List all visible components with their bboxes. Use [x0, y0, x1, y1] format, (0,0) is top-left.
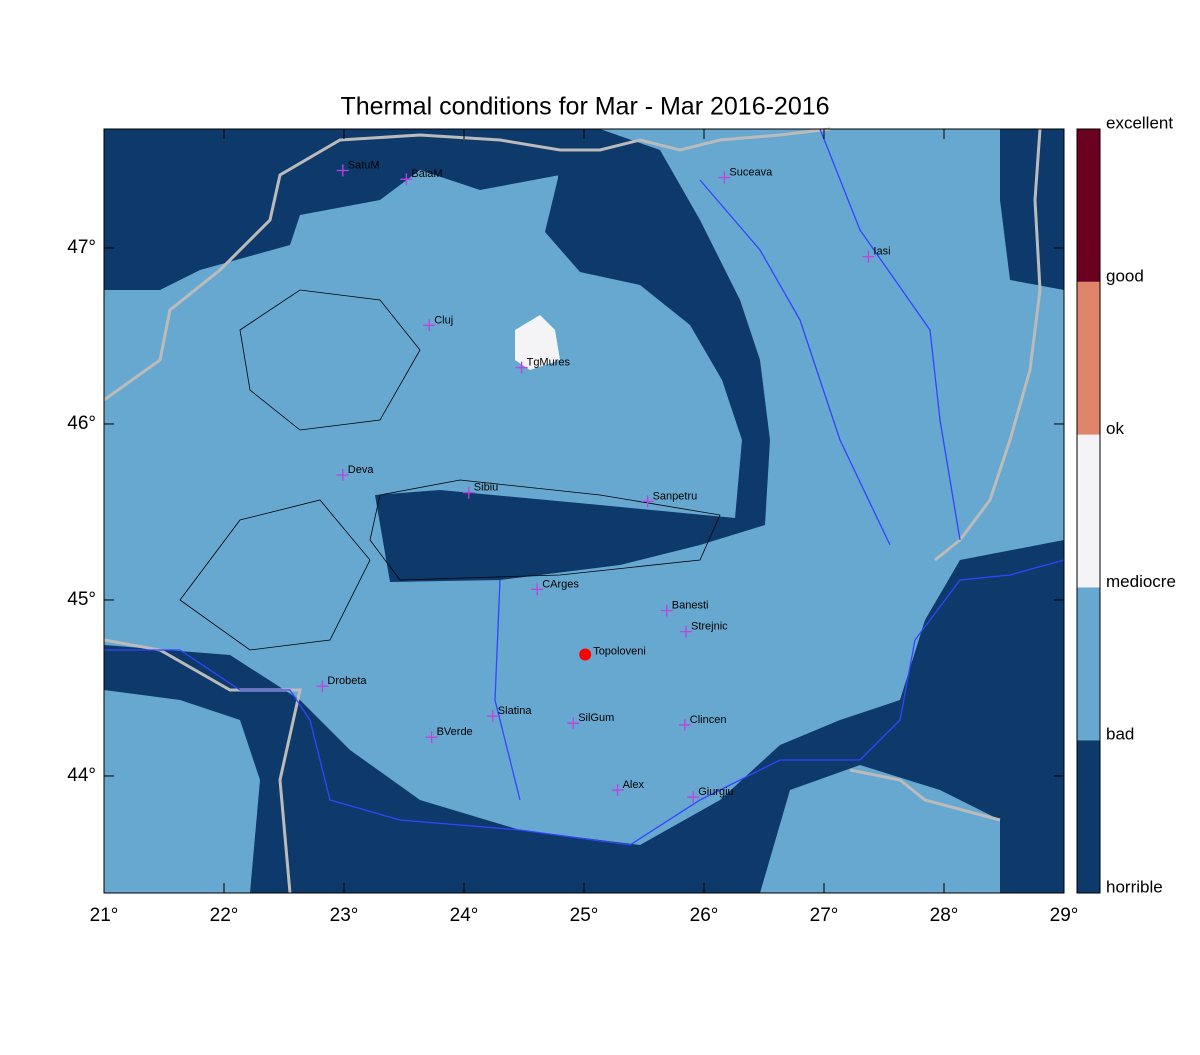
x-tick-label: 26°	[690, 905, 719, 926]
contour	[179, 289, 721, 651]
city-marker	[531, 583, 544, 596]
city-label: Sibiu	[474, 482, 498, 494]
colorbar-label: horrible	[1106, 877, 1163, 896]
map-background	[103, 127, 1065, 894]
x-tick-label: 22°	[210, 905, 239, 926]
city-marker	[687, 791, 700, 804]
city-label: Banesti	[672, 599, 709, 611]
x-tick-label: 28°	[930, 905, 959, 926]
city-marker	[423, 319, 436, 332]
x-tick-label: 24°	[450, 905, 479, 926]
cities: SatuM BaiaM Suceava Iasi Cluj TgMures Deva Sibi…	[316, 159, 891, 804]
colorbar-segment	[1077, 434, 1100, 588]
region-mediocre	[515, 315, 560, 370]
river	[104, 128, 1065, 846]
region-horrible	[104, 129, 560, 290]
city-marker	[336, 469, 349, 482]
y-tick-label: 44°	[67, 765, 96, 786]
y-tick-label: 45°	[67, 589, 96, 610]
colorbar-segment	[1077, 587, 1100, 741]
city-marker	[611, 784, 624, 797]
city-marker	[680, 625, 692, 638]
city-marker	[862, 250, 875, 263]
city-label: Sanpetru	[653, 490, 698, 502]
city-label: Clincen	[690, 714, 727, 726]
colorbar-label: ok	[1106, 419, 1124, 438]
colorbar-segment	[1077, 129, 1100, 282]
colorbar-segment	[1077, 281, 1100, 435]
colorbar-label: bad	[1106, 725, 1134, 744]
x-tick-label: 29°	[1050, 905, 1079, 926]
city-label: Cluj	[434, 314, 453, 326]
city-label: BVerde	[437, 726, 473, 738]
city-label: Giurgiu	[698, 786, 733, 798]
colorbar: horrible bad mediocre ok good excellent	[1076, 113, 1176, 896]
city-marker	[718, 171, 731, 184]
x-tick-label: 23°	[330, 905, 359, 926]
city-marker	[515, 361, 528, 374]
city-marker	[567, 717, 580, 730]
x-tick-label: 21°	[90, 905, 119, 926]
colorbar-label: good	[1106, 266, 1144, 285]
city-marker	[641, 495, 654, 508]
city-label: SilGum	[578, 712, 614, 724]
city-marker	[425, 731, 438, 744]
axes: 21° 22° 23° 24° 25° 26° 27° 28° 29° 44° 45° 46° 47°	[67, 129, 1078, 926]
city-label: CArges	[542, 578, 579, 590]
city-marker	[400, 173, 413, 186]
city-marker	[316, 680, 329, 693]
city-marker	[486, 710, 499, 723]
city-label: Strejnic	[691, 621, 728, 633]
city-marker	[336, 164, 349, 177]
city-marker	[462, 486, 475, 499]
highlight-label: Topoloveni	[593, 645, 646, 657]
border	[103, 127, 1042, 894]
city-label: Drobeta	[327, 675, 367, 687]
city-label: SatuM	[348, 159, 380, 171]
city-label: Deva	[348, 464, 375, 476]
colorbar-frame	[1076, 128, 1101, 894]
city-label: Slatina	[498, 705, 533, 717]
city-label: BaiaM	[411, 168, 442, 180]
colorbar-label: mediocre	[1106, 572, 1176, 591]
x-tick-label: 25°	[570, 905, 599, 926]
city-marker	[660, 604, 673, 617]
x-tick-label: 27°	[810, 905, 839, 926]
y-tick-label: 46°	[67, 413, 96, 434]
region-horrible	[1000, 129, 1064, 290]
city-label: TgMures	[527, 357, 571, 369]
city-label: Iasi	[873, 246, 890, 258]
y-tick-label: 47°	[67, 237, 96, 258]
colorbar-label: excellent	[1106, 113, 1173, 132]
title: Thermal conditions for Mar - Mar 2016-20…	[340, 93, 829, 121]
colorbar-segment	[1077, 740, 1100, 893]
region-horrible	[375, 129, 770, 582]
city-marker	[678, 718, 691, 731]
region-horrible	[104, 540, 1064, 893]
highlight-marker	[579, 648, 592, 661]
city-label: Suceava	[729, 166, 773, 178]
city-label: Alex	[623, 779, 645, 791]
